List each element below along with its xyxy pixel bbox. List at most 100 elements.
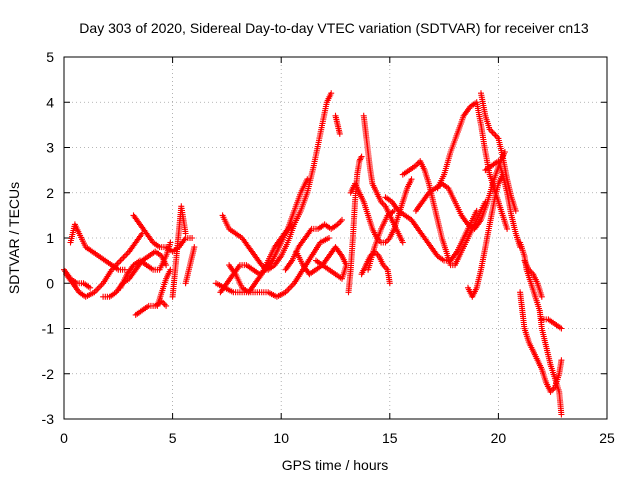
data-point-marks bbox=[297, 191, 310, 214]
data-point-marks bbox=[306, 267, 318, 278]
data-point-marks bbox=[369, 180, 379, 194]
data-point-marks bbox=[504, 189, 514, 217]
data-point-marks bbox=[143, 230, 155, 244]
data-point-marks bbox=[452, 254, 462, 269]
data-point-marks bbox=[132, 308, 144, 318]
data-point-marks bbox=[130, 258, 142, 269]
series-track-29 bbox=[517, 239, 565, 418]
data-point-marks bbox=[452, 198, 464, 217]
data-point-marks bbox=[310, 133, 323, 169]
data-point-marks bbox=[528, 280, 538, 298]
data-point-marks bbox=[69, 280, 82, 294]
data-point-marks bbox=[352, 180, 362, 194]
data-point-marks bbox=[438, 235, 449, 253]
data-point-marks bbox=[534, 280, 545, 300]
data-point-marks bbox=[345, 268, 354, 296]
data-point-marks bbox=[530, 348, 540, 362]
data-point-marks bbox=[156, 244, 167, 251]
data-point-marks bbox=[271, 236, 284, 251]
data-point-marks bbox=[139, 304, 151, 314]
x-tick-label: 5 bbox=[169, 430, 177, 446]
data-point-marks bbox=[213, 280, 226, 290]
data-point-marks bbox=[252, 253, 264, 267]
data-point-marks bbox=[534, 357, 544, 371]
data-point-marks bbox=[95, 253, 107, 263]
data-point-marks bbox=[328, 222, 339, 232]
data-point-marks bbox=[295, 236, 307, 251]
data-point-marks bbox=[100, 268, 114, 287]
data-point-marks bbox=[232, 271, 245, 289]
data-point-marks bbox=[354, 160, 363, 178]
data-point-marks bbox=[178, 203, 189, 237]
data-point-marks bbox=[399, 187, 410, 205]
series-track-2 bbox=[67, 221, 128, 273]
data-point-marks bbox=[458, 212, 470, 226]
y-tick-label: -2 bbox=[42, 366, 55, 382]
data-point-marks bbox=[508, 212, 519, 235]
data-point-marks bbox=[332, 244, 344, 258]
data-point-marks bbox=[315, 222, 326, 232]
data-point-marks bbox=[232, 230, 244, 240]
data-point-marks bbox=[150, 266, 161, 273]
series-track-9 bbox=[169, 203, 189, 300]
data-point-marks bbox=[339, 253, 349, 267]
data-point-marks bbox=[378, 239, 387, 246]
data-point-marks bbox=[236, 262, 248, 269]
y-tick-label: 3 bbox=[46, 140, 54, 156]
data-point-marks bbox=[421, 167, 432, 185]
data-point-marks bbox=[332, 112, 341, 127]
data-point-marks bbox=[478, 121, 488, 153]
data-point-marks bbox=[145, 302, 157, 309]
data-point-marks bbox=[271, 254, 284, 269]
data-point-marks bbox=[399, 168, 411, 178]
data-point-marks bbox=[158, 277, 169, 296]
data-point-marks bbox=[158, 298, 170, 309]
data-point-marks bbox=[556, 357, 565, 377]
data-point-marks bbox=[349, 200, 358, 241]
data-point-marks bbox=[137, 257, 148, 267]
data-point-marks bbox=[265, 289, 279, 299]
data-point-marks bbox=[525, 266, 535, 276]
y-tick-label: -1 bbox=[42, 321, 55, 337]
data-point-marks bbox=[71, 221, 82, 235]
data-point-marks bbox=[408, 216, 420, 231]
data-point-marks bbox=[454, 114, 466, 137]
data-point-marks bbox=[171, 250, 180, 278]
series-track-15 bbox=[282, 216, 345, 273]
data-point-marks bbox=[495, 158, 506, 176]
data-point-marks bbox=[386, 227, 397, 241]
data-point-marks bbox=[150, 239, 161, 249]
series-track-10 bbox=[182, 244, 198, 287]
data-point-marks bbox=[74, 280, 85, 287]
series-track-30 bbox=[517, 289, 565, 395]
data-point-marks bbox=[63, 271, 75, 285]
data-point-marks bbox=[495, 198, 506, 217]
data-point-marks bbox=[269, 246, 282, 264]
data-point-marks bbox=[473, 99, 484, 126]
y-tick-label: -3 bbox=[42, 411, 55, 427]
data-point-marks bbox=[308, 225, 319, 232]
data-point-marks bbox=[308, 241, 323, 260]
data-point-marks bbox=[482, 223, 493, 251]
data-point-marks bbox=[384, 207, 398, 219]
data-point-marks bbox=[302, 227, 314, 241]
data-point-marks bbox=[282, 259, 294, 273]
data-point-marks bbox=[367, 167, 376, 185]
data-point-marks bbox=[130, 212, 142, 226]
data-point-marks bbox=[258, 259, 271, 278]
data-point-marks bbox=[486, 171, 497, 190]
data-point-marks bbox=[551, 321, 565, 332]
data-point-marks bbox=[356, 153, 365, 165]
data-point-marks bbox=[473, 268, 484, 291]
data-point-marks bbox=[495, 135, 506, 158]
data-point-marks bbox=[132, 230, 146, 246]
data-point-marks bbox=[375, 253, 386, 267]
data-point-marks bbox=[221, 284, 235, 295]
data-point-marks bbox=[456, 241, 468, 260]
data-point-marks bbox=[278, 227, 290, 241]
data-point-marks bbox=[76, 289, 88, 299]
data-point-marks bbox=[419, 191, 431, 205]
data-point-marks bbox=[108, 259, 122, 273]
data-point-marks bbox=[478, 246, 488, 273]
